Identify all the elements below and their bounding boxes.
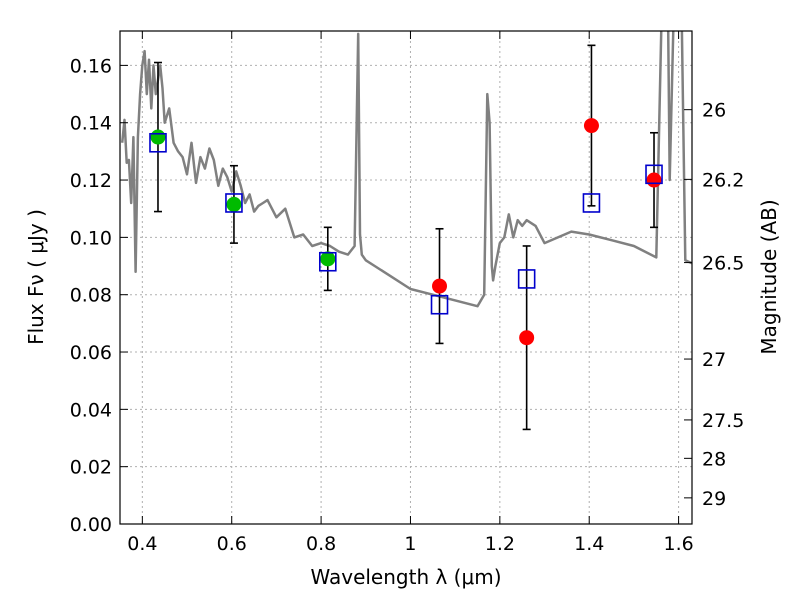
green-point bbox=[150, 129, 166, 145]
x-axis-label: Wavelength λ (μm) bbox=[310, 565, 501, 589]
green-point bbox=[226, 196, 242, 212]
right-tick-label: 26.5 bbox=[702, 253, 744, 275]
x-tick-label: 0.6 bbox=[217, 533, 247, 555]
y-axis-ticks: 0.00 0.02 0.04 0.06 0.08 0.10 0.12 0.14 0.16 bbox=[70, 55, 128, 536]
red-point bbox=[646, 172, 662, 188]
x-tick-label: 0.4 bbox=[127, 533, 157, 555]
x-tick-label: 1.4 bbox=[574, 533, 604, 555]
right-tick-label: 27.5 bbox=[702, 410, 744, 432]
right-tick-label: 27 bbox=[702, 349, 726, 371]
model-box-point bbox=[430, 294, 449, 315]
red-point bbox=[519, 330, 535, 346]
y-tick-label: 0.16 bbox=[70, 55, 112, 77]
y-tick-label: 0.04 bbox=[70, 399, 112, 421]
model-box-point bbox=[318, 251, 337, 272]
right-axis-label: Magnitude (AB) bbox=[757, 199, 781, 354]
x-tick-label: 1.2 bbox=[485, 533, 515, 555]
y-tick-label: 0.06 bbox=[70, 342, 112, 364]
data-markers bbox=[149, 118, 663, 346]
x-tick-label: 1 bbox=[404, 533, 416, 555]
plot-frame bbox=[119, 30, 693, 525]
y-tick-label: 0.12 bbox=[70, 170, 112, 192]
red-point bbox=[432, 278, 448, 294]
model-box-point bbox=[517, 269, 536, 289]
red-point bbox=[583, 118, 599, 134]
y-tick-label: 0.14 bbox=[70, 113, 112, 135]
model-box-point bbox=[149, 132, 167, 153]
x-tick-label: 0.8 bbox=[306, 533, 336, 555]
model-box-point bbox=[582, 193, 601, 213]
model-box-point bbox=[645, 164, 663, 185]
right-tick-label: 29 bbox=[702, 488, 726, 510]
template-spectrum bbox=[120, 31, 692, 308]
right-tick-label: 26 bbox=[702, 100, 726, 122]
y-tick-label: 0.00 bbox=[70, 514, 112, 536]
right-tick-label: 28 bbox=[702, 448, 726, 470]
plot-background bbox=[120, 31, 692, 524]
right-axis-ticks: 26 26.2 26.5 27 27.5 28 29 bbox=[684, 100, 744, 510]
x-axis-ticks: 0.4 0.6 0.8 1 1.2 1.4 1.6 bbox=[127, 31, 694, 555]
x-tick-label: 1.6 bbox=[663, 533, 693, 555]
y-tick-label: 0.10 bbox=[70, 227, 112, 249]
y-tick-label: 0.08 bbox=[70, 285, 112, 307]
model-box-point bbox=[225, 193, 243, 213]
right-tick-label: 26.2 bbox=[702, 169, 744, 191]
green-point bbox=[320, 251, 336, 267]
y-tick-label: 0.02 bbox=[70, 457, 112, 479]
template-spectrum-line bbox=[120, 31, 692, 308]
y-axis-label: Flux Fν ( μJy ) bbox=[24, 209, 48, 345]
